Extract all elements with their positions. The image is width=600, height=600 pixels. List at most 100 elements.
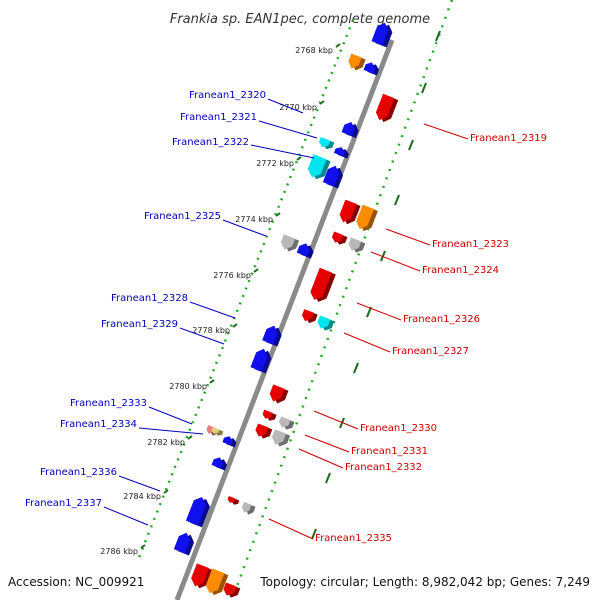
gene-face bbox=[271, 429, 287, 445]
gene-label: Franean1_2327 bbox=[392, 346, 469, 357]
reverse-gene bbox=[211, 426, 224, 436]
tick-mark bbox=[339, 417, 345, 429]
label-leader bbox=[250, 144, 315, 159]
gene-face bbox=[227, 495, 236, 503]
gene-face bbox=[211, 426, 220, 434]
gene-face bbox=[341, 121, 355, 137]
reverse-gene bbox=[322, 165, 344, 189]
forward-gene bbox=[205, 568, 229, 596]
gene-face bbox=[173, 532, 191, 554]
tick-mark bbox=[394, 194, 400, 206]
gene-label: Franean1_2325 bbox=[144, 211, 221, 222]
tick-mark bbox=[140, 544, 146, 549]
kbp-tick-label: 2774 kbp bbox=[235, 215, 273, 224]
leader-group bbox=[103, 98, 469, 540]
reverse-gene bbox=[250, 348, 272, 374]
forward-gene bbox=[241, 501, 256, 515]
gene-face bbox=[296, 243, 310, 257]
reverse-gene bbox=[222, 436, 237, 448]
gene-face bbox=[301, 309, 314, 322]
gene-face bbox=[348, 237, 362, 251]
forward-gene bbox=[356, 204, 378, 232]
gene-face bbox=[375, 93, 395, 121]
tick-mark bbox=[353, 362, 359, 374]
gene-face bbox=[356, 204, 374, 230]
forward-gene bbox=[262, 409, 277, 421]
tick-mark bbox=[296, 156, 302, 161]
forward-gene bbox=[331, 231, 348, 245]
gene-label: Franean1_2328 bbox=[111, 293, 188, 304]
gene-face bbox=[250, 348, 268, 372]
tick-mark bbox=[163, 489, 169, 494]
gene-face bbox=[262, 325, 278, 345]
tick-mark bbox=[325, 472, 331, 484]
gene-label: Franean1_2321 bbox=[180, 112, 257, 123]
gene-face bbox=[278, 416, 291, 428]
forward-gene bbox=[191, 563, 214, 589]
tick-mark bbox=[275, 212, 281, 217]
accession-text: Accession: NC_009921 bbox=[8, 575, 144, 589]
label-leader bbox=[179, 327, 225, 345]
reverse-gene bbox=[296, 243, 314, 259]
label-leader bbox=[343, 332, 391, 353]
label-group: Franean1_2320 Franean1_2321 Franean1_2322 F… bbox=[25, 90, 547, 544]
gene-face bbox=[223, 582, 237, 596]
gene-face bbox=[331, 231, 344, 243]
reverse-gene bbox=[280, 234, 300, 252]
tick-mark bbox=[335, 43, 341, 48]
label-leader bbox=[148, 406, 193, 425]
kbp-tick-label: 2780 kbp bbox=[169, 382, 207, 391]
topology-text: Topology: circular; Length: 8,982,042 bp… bbox=[259, 575, 590, 589]
label-leader bbox=[268, 518, 314, 540]
gene-face bbox=[222, 436, 233, 446]
gene-face bbox=[363, 62, 376, 74]
tick-mark bbox=[408, 139, 414, 151]
gene-face bbox=[307, 154, 327, 178]
label-leader bbox=[258, 120, 318, 139]
gene-label: Franean1_2335 bbox=[315, 533, 392, 544]
tick-mark bbox=[187, 435, 193, 440]
gene-label: Franean1_2319 bbox=[470, 133, 547, 144]
gene-label: Franean1_2336 bbox=[40, 467, 117, 478]
label-leader bbox=[423, 123, 469, 140]
gene-label: Franean1_2334 bbox=[60, 419, 137, 430]
gene-label: Franean1_2331 bbox=[351, 446, 428, 457]
gene-label: Franean1_2322 bbox=[172, 137, 249, 148]
forward-gene bbox=[310, 267, 336, 302]
reverse-gene bbox=[333, 147, 349, 159]
tick-mark bbox=[435, 30, 441, 42]
kbp-tick-label: 2784 kbp bbox=[123, 492, 161, 501]
gene-label: Franean1_2320 bbox=[189, 90, 266, 101]
gene-face bbox=[348, 53, 362, 69]
label-leader bbox=[356, 302, 402, 321]
gene-face bbox=[339, 199, 357, 223]
gene-face bbox=[280, 234, 296, 250]
tick-group: 2768 kbp 2770 kbp 2772 kbp 2774 kbp 2776 kbp… bbox=[100, 30, 441, 556]
reverse-gene bbox=[307, 154, 331, 180]
forward-gene bbox=[301, 309, 318, 324]
tick-mark bbox=[209, 379, 215, 384]
forward-gene bbox=[317, 315, 335, 331]
gene-face bbox=[262, 409, 273, 419]
forward-gene bbox=[348, 237, 366, 253]
gene-face bbox=[310, 267, 332, 300]
kbp-tick-label: 2786 kbp bbox=[100, 547, 138, 556]
tick-mark bbox=[421, 82, 427, 94]
gene-label: Franean1_2330 bbox=[360, 423, 437, 434]
tick-mark bbox=[232, 323, 238, 328]
forward-gene bbox=[278, 416, 295, 430]
tick-mark bbox=[319, 100, 325, 105]
gene-face bbox=[241, 501, 252, 513]
reverse-gene bbox=[319, 137, 335, 150]
map-title: Frankia sp. EAN1pec, complete genome bbox=[170, 12, 430, 27]
gene-face bbox=[317, 315, 331, 329]
genome-backbone bbox=[174, 39, 395, 600]
gene-label: Franean1_2323 bbox=[432, 239, 509, 250]
tick-mark bbox=[380, 250, 386, 262]
kbp-tick-label: 2772 kbp bbox=[256, 159, 294, 168]
label-leader bbox=[189, 301, 236, 319]
gene-face bbox=[333, 147, 345, 157]
gene-face bbox=[255, 423, 269, 437]
gene-label: Franean1_2337 bbox=[25, 498, 102, 509]
